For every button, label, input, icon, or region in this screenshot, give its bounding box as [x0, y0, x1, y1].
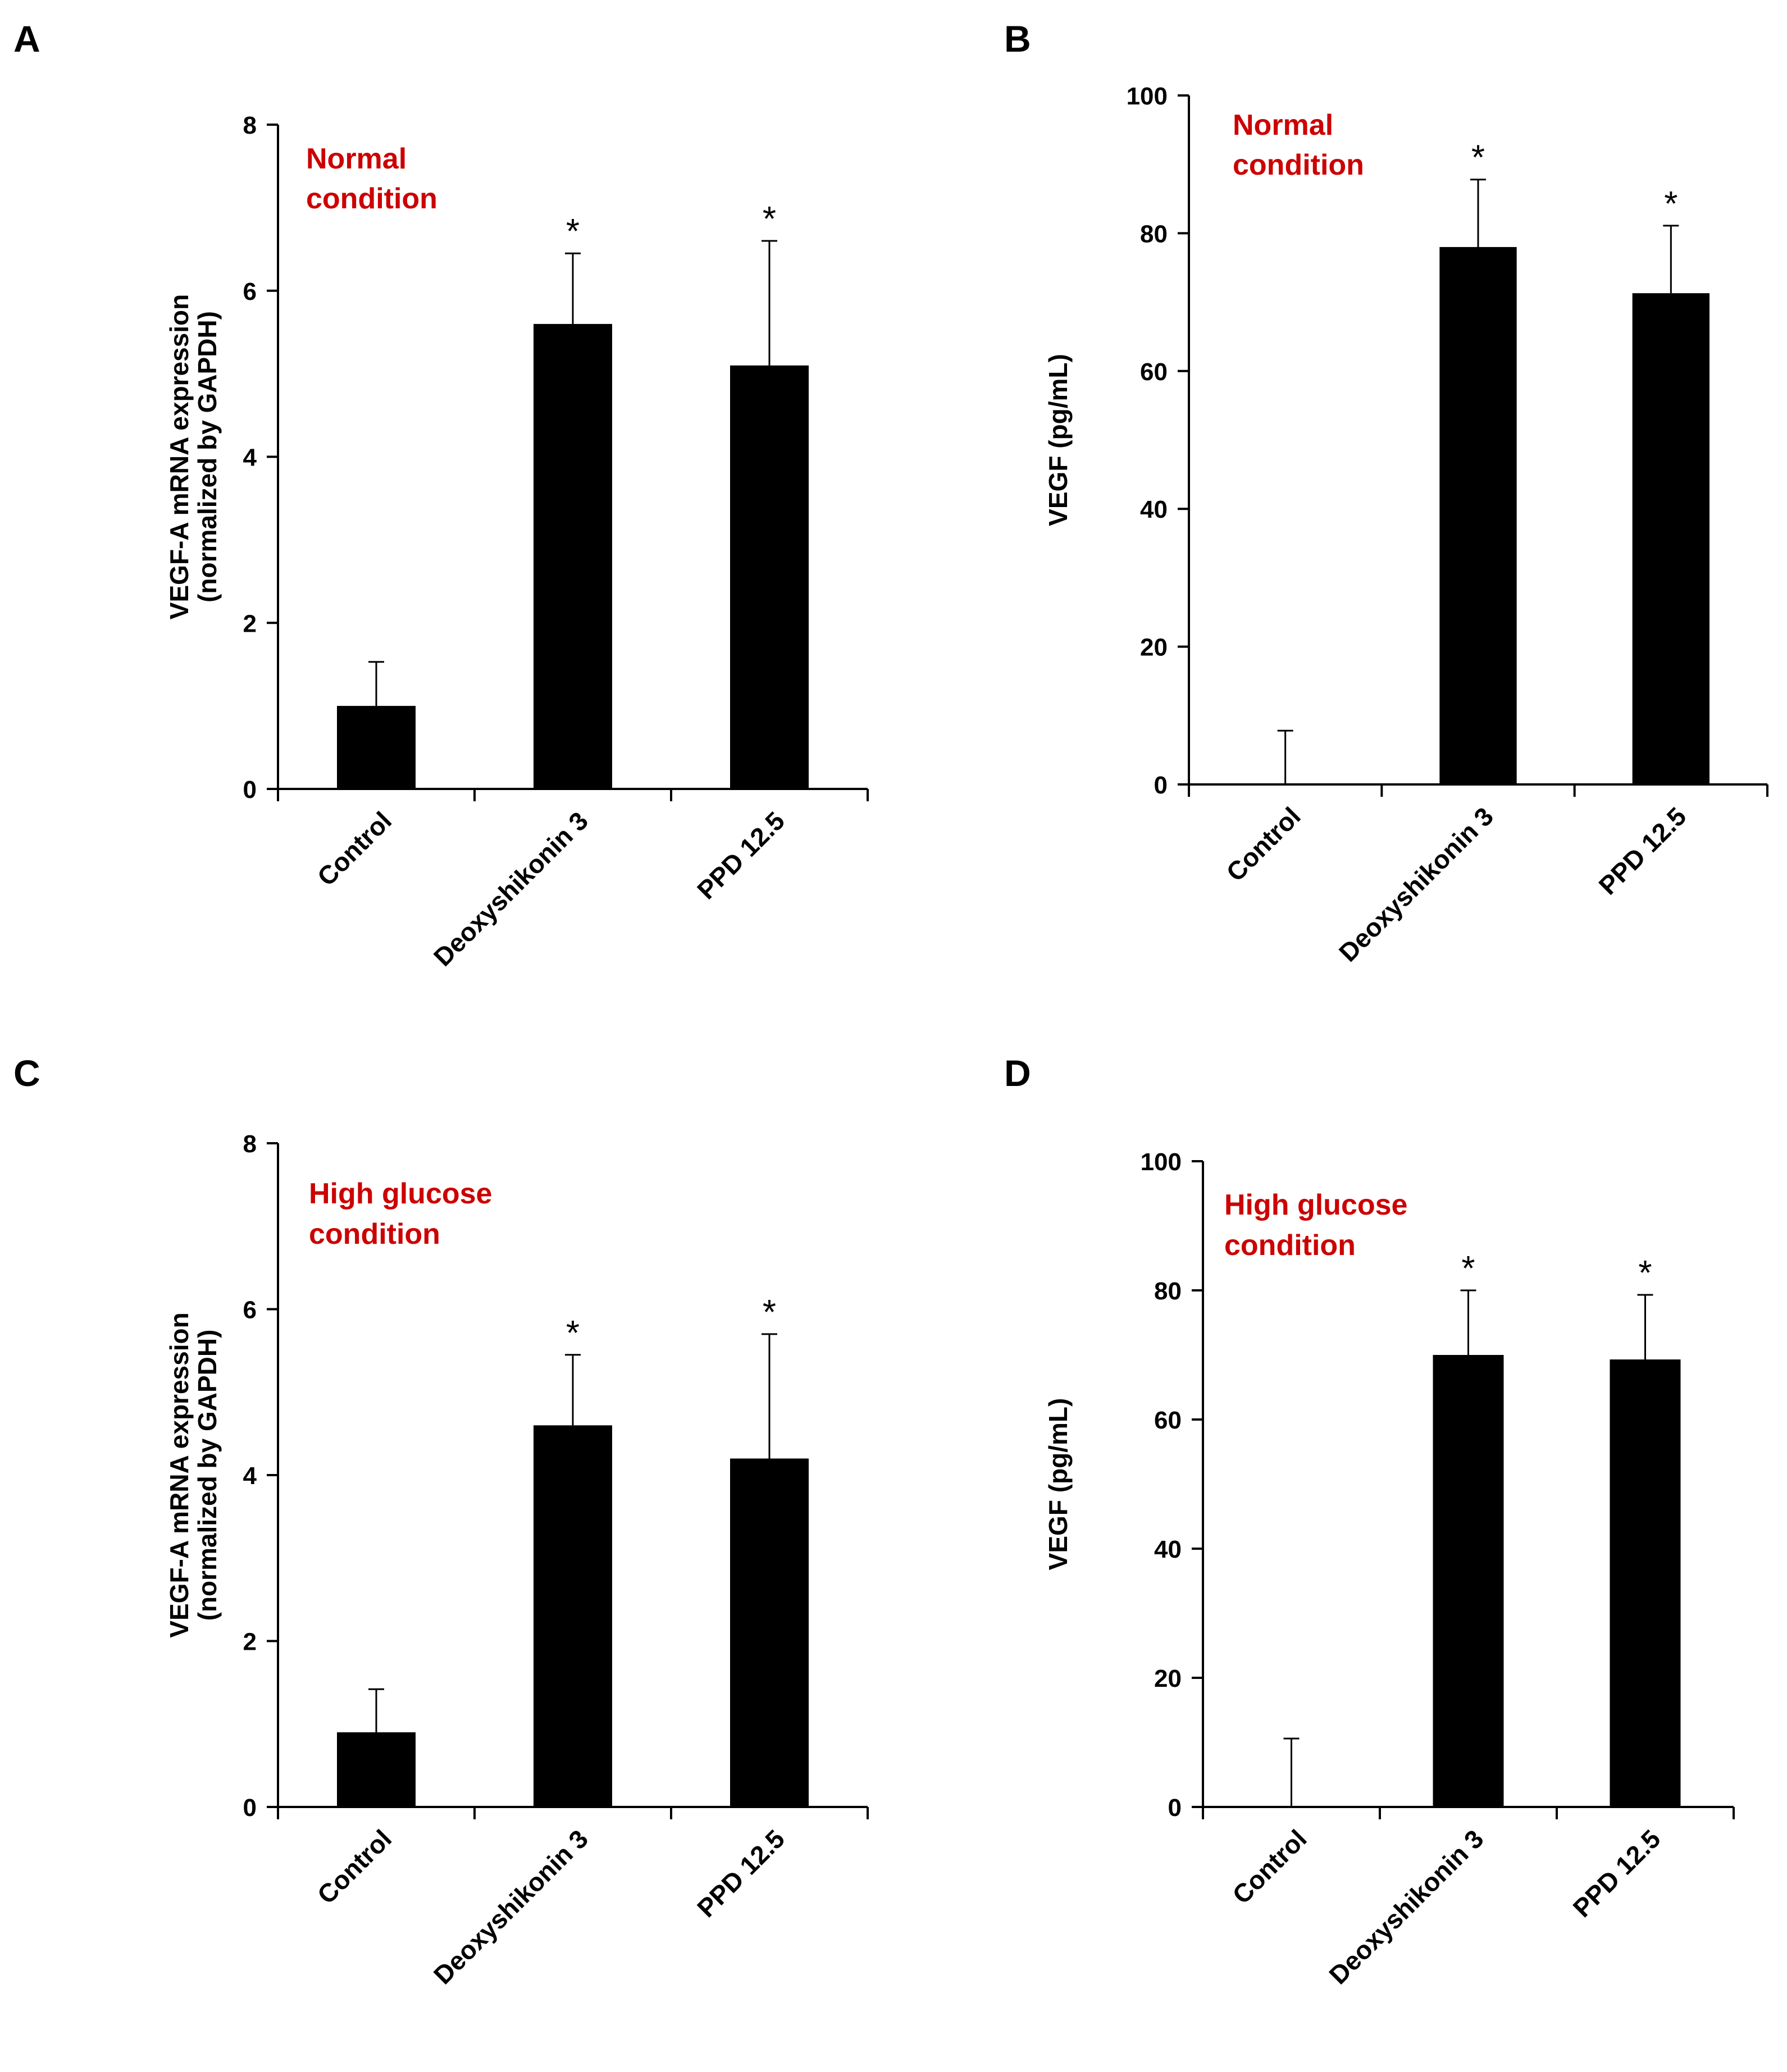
bar: [534, 1425, 612, 1807]
panel-letter: C: [13, 1052, 40, 1094]
y-axis-title: VEGF (pg/mL): [1043, 1398, 1073, 1571]
x-tick-label: PPD 12.5: [691, 1824, 790, 1923]
bar: [534, 323, 612, 789]
y-axis-title: (normalized by GAPDH): [193, 311, 222, 603]
y-axis-title: (normalized by GAPDH): [193, 1330, 222, 1621]
panel-D: D 0 20 40 60 80 100 Control * Deoxyshikonin 3 * PPD…: [1004, 1052, 1735, 1990]
y-tick-label: 8: [243, 112, 257, 139]
panel-letter: D: [1004, 1052, 1031, 1094]
condition-label: Normal: [306, 143, 407, 175]
y-tick-label: 40: [1140, 496, 1168, 523]
x-tick-label: Deoxyshikonin 3: [428, 806, 594, 971]
y-tick-label: 6: [243, 278, 257, 305]
condition-label: condition: [306, 182, 437, 215]
significance-marker: *: [1471, 139, 1485, 177]
condition-label: High glucose: [1224, 1189, 1407, 1221]
significance-marker: *: [566, 212, 580, 251]
bar: [1632, 293, 1709, 784]
y-tick-label: 20: [1154, 1665, 1182, 1692]
condition-label: condition: [1224, 1229, 1356, 1262]
y-tick-label: 2: [243, 1628, 257, 1656]
y-axis-title: VEGF-A mRNA expression: [165, 294, 194, 619]
significance-marker: *: [1461, 1249, 1475, 1288]
significance-marker: *: [1664, 185, 1677, 223]
y-tick-label: 100: [1127, 83, 1168, 110]
y-tick-label: 6: [243, 1297, 257, 1324]
condition-label: High glucose: [309, 1178, 492, 1210]
y-tick-label: 0: [1168, 1794, 1182, 1822]
panel-letter: A: [13, 18, 40, 60]
y-tick-label: 0: [243, 776, 257, 804]
x-tick-label: Control: [1227, 1824, 1312, 1909]
x-tick-label: Control: [312, 806, 397, 891]
y-tick-label: 8: [243, 1130, 257, 1158]
x-tick-label: Control: [312, 1824, 397, 1909]
x-tick-label: PPD 12.5: [691, 806, 790, 905]
significance-marker: *: [763, 1293, 776, 1332]
x-tick-label: Deoxyshikonin 3: [428, 1824, 594, 1989]
y-axis-title: VEGF-A mRNA expression: [165, 1312, 194, 1637]
bar: [1433, 1355, 1504, 1807]
y-tick-label: 60: [1140, 358, 1168, 386]
x-tick-label: PPD 12.5: [1593, 801, 1692, 900]
y-tick-label: 4: [243, 444, 257, 472]
bar: [337, 706, 416, 789]
panel-B: B 0 20 40 60 80 100 Control * Deoxyshikonin 3 * PPD…: [1004, 18, 1768, 967]
panel-A: A 0 2 4 6 8 Control * Deoxyshikonin 3 * PPD 12.5 VE…: [13, 18, 869, 972]
panel-letter: B: [1004, 18, 1031, 60]
bar: [730, 1458, 809, 1807]
y-tick-label: 40: [1154, 1536, 1182, 1563]
x-tick-label: PPD 12.5: [1567, 1824, 1666, 1923]
bar: [337, 1732, 416, 1807]
y-tick-label: 80: [1140, 220, 1168, 248]
y-axis-title: VEGF (pg/mL): [1043, 354, 1073, 526]
x-tick-label: Control: [1220, 801, 1306, 887]
condition-label: condition: [309, 1218, 440, 1250]
condition-label: condition: [1233, 149, 1364, 181]
y-tick-label: 100: [1141, 1148, 1182, 1176]
y-tick-label: 0: [1154, 772, 1168, 799]
bar: [730, 365, 809, 789]
significance-marker: *: [763, 200, 776, 239]
y-tick-label: 4: [243, 1462, 257, 1490]
significance-marker: *: [566, 1314, 580, 1353]
y-tick-label: 2: [243, 610, 257, 637]
condition-label: Normal: [1233, 109, 1333, 142]
significance-marker: *: [1638, 1254, 1652, 1293]
y-tick-label: 80: [1154, 1277, 1182, 1305]
panel-C: C 0 2 4 6 8 Control * Deoxyshikonin 3 * PPD 12.5 VE…: [13, 1052, 869, 1990]
y-tick-label: 60: [1154, 1407, 1182, 1434]
bar: [1439, 247, 1517, 784]
x-tick-label: Deoxyshikonin 3: [1323, 1824, 1489, 1989]
y-tick-label: 20: [1140, 634, 1168, 661]
y-tick-label: 0: [243, 1794, 257, 1822]
bar: [1610, 1359, 1681, 1807]
x-tick-label: Deoxyshikonin 3: [1333, 801, 1499, 967]
